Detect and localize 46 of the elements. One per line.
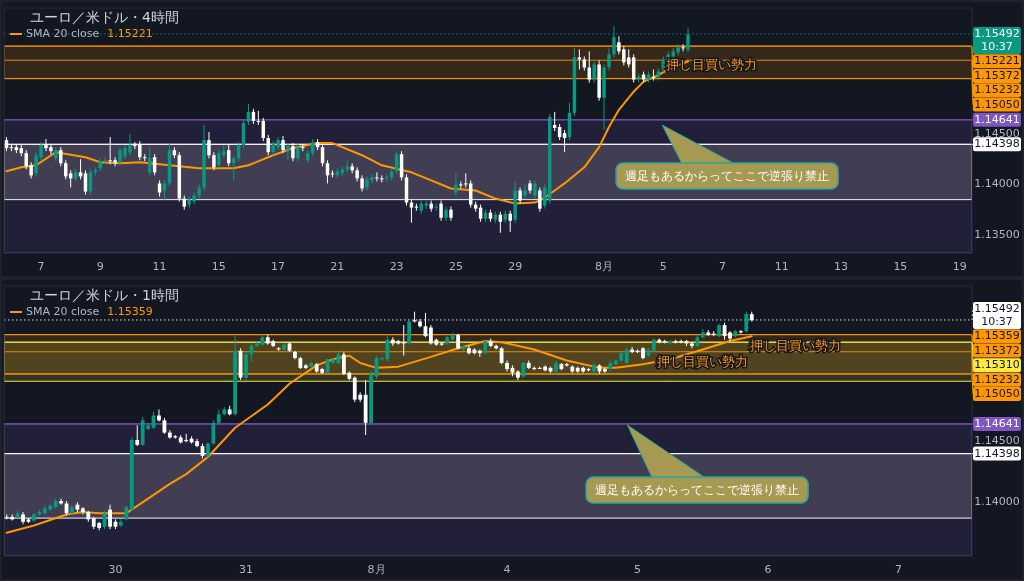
y-tick-label: 1.13500 <box>974 227 1020 241</box>
x-tick-label: 30 <box>108 563 123 576</box>
annotation: 1.15359 <box>107 305 153 318</box>
y-tick-label: 1.14000 <box>974 495 1020 509</box>
x-tick-label: 8月 <box>367 563 386 576</box>
price-tag: 1.15492 10:37 <box>973 301 1021 329</box>
callout: 週足もあるからってここで逆張り禁止 <box>585 424 809 504</box>
chart-title: ユーロ／米ドル・1時間 <box>30 287 179 303</box>
x-tick-label: 31 <box>239 563 253 576</box>
x-tick-label: 13 <box>834 260 849 273</box>
x-tick-label: 15 <box>211 260 226 273</box>
annotation: 週足もあるからってここで逆張り禁止 <box>625 168 830 183</box>
chart-title: ユーロ／米ドル・4時間 <box>30 9 179 25</box>
annotation: 1.15221 <box>107 27 153 40</box>
legend-label: SMA 20 close <box>26 27 100 40</box>
x-tick-label: 17 <box>271 260 286 273</box>
legend-label: SMA 20 close <box>26 305 100 318</box>
x-tick-label: 8月 <box>595 260 614 273</box>
price-tag: 1.14398 <box>973 137 1021 152</box>
x-tick-label: 21 <box>330 260 345 273</box>
x-tick-label: 7 <box>895 563 903 576</box>
x-tick-label: 7 <box>37 260 45 273</box>
x-tick-label: 11 <box>774 260 789 273</box>
price-tag: 1.15372 <box>973 69 1021 84</box>
price-tag: 1.15359 <box>973 329 1021 344</box>
annotation: 週足もあるからってここで逆張り禁止 <box>595 482 800 497</box>
price-tag: 1.15492 10:37 <box>973 27 1021 54</box>
annotation: 押し目買い勢力 <box>750 338 842 354</box>
x-tick-label: 7 <box>719 260 727 273</box>
price-tag: 1.15221 <box>973 54 1021 69</box>
callout: 週足もあるからってここで逆張り禁止 <box>615 124 839 190</box>
x-tick-label: 5 <box>634 563 642 576</box>
x-tick-label: 29 <box>508 260 523 273</box>
price-tag: 1.15310 <box>973 358 1021 373</box>
x-tick-label: 5 <box>659 260 667 273</box>
x-tick-label: 11 <box>152 260 167 273</box>
x-tick-label: 4 <box>503 563 511 576</box>
y-tick-label: 1.14500 <box>974 434 1020 448</box>
x-tick-label: 9 <box>96 260 104 273</box>
x-tick-label: 25 <box>448 260 463 273</box>
x-tick-label: 15 <box>893 260 908 273</box>
y-tick-label: 1.14000 <box>974 177 1020 191</box>
x-tick-label: 6 <box>764 563 772 576</box>
x-tick-label: 19 <box>952 260 967 273</box>
price-tag: 1.15232 <box>973 83 1021 98</box>
x-tick-label: 23 <box>389 260 404 273</box>
